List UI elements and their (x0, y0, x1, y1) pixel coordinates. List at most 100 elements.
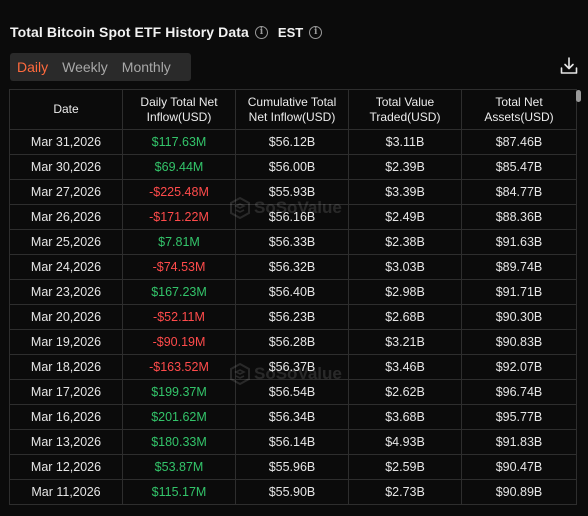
cell-value-traded: $2.38B (348, 229, 462, 255)
tab-weekly[interactable]: Weekly (62, 59, 108, 75)
table-header-row: Date Daily Total Net Inflow(USD) Cumulat… (9, 89, 577, 130)
table-row: Mar 23,2026 $167.23M $56.40B $2.98B $91.71B (9, 279, 577, 305)
cell-date: Mar 26,2026 (9, 204, 123, 230)
cell-date: Mar 30,2026 (9, 154, 123, 180)
cell-net-assets: $85.47B (461, 154, 577, 180)
cell-value-traded: $2.68B (348, 304, 462, 330)
cell-date: Mar 12,2026 (9, 454, 123, 480)
cell-value-traded: $3.21B (348, 329, 462, 355)
tab-monthly[interactable]: Monthly (121, 59, 171, 75)
cell-value-traded: $2.59B (348, 454, 462, 480)
cell-date: Mar 11,2026 (9, 479, 123, 505)
cell-value-traded: $2.98B (348, 279, 462, 305)
table-row: Mar 31,2026 $117.63M $56.12B $3.11B $87.46B (9, 129, 577, 155)
table-row: Mar 27,2026 -$225.48M $55.93B $3.39B $84.77B (9, 179, 577, 205)
scrollbar-thumb[interactable] (576, 90, 581, 102)
cell-daily-inflow: -$90.19M (122, 329, 236, 355)
cell-daily-inflow: $167.23M (122, 279, 236, 305)
info-icon[interactable]: i (254, 25, 268, 39)
download-icon[interactable] (559, 56, 579, 76)
column-header-value-traded[interactable]: Total Value Traded(USD) (348, 89, 462, 130)
cell-cumulative-inflow: $56.40B (235, 279, 349, 305)
cell-cumulative-inflow: $55.96B (235, 454, 349, 480)
cell-date: Mar 20,2026 (9, 304, 123, 330)
tab-daily[interactable]: Daily (17, 59, 49, 75)
cell-value-traded: $3.68B (348, 404, 462, 430)
cell-cumulative-inflow: $56.33B (235, 229, 349, 255)
cell-net-assets: $89.74B (461, 254, 577, 280)
cell-daily-inflow: $53.87M (122, 454, 236, 480)
timezone-label: EST (277, 24, 304, 40)
period-tabs: Daily Weekly Monthly (10, 53, 191, 81)
cell-net-assets: $91.63B (461, 229, 577, 255)
cell-net-assets: $91.83B (461, 429, 577, 455)
cell-cumulative-inflow: $56.14B (235, 429, 349, 455)
cell-net-assets: $88.36B (461, 204, 577, 230)
column-header-net-assets[interactable]: Total Net Assets(USD) (461, 89, 577, 130)
cell-value-traded: $3.39B (348, 179, 462, 205)
cell-daily-inflow: -$74.53M (122, 254, 236, 280)
cell-cumulative-inflow: $56.37B (235, 354, 349, 380)
cell-daily-inflow: -$225.48M (122, 179, 236, 205)
cell-daily-inflow: -$171.22M (122, 204, 236, 230)
cell-net-assets: $87.46B (461, 129, 577, 155)
cell-date: Mar 18,2026 (9, 354, 123, 380)
table-row: Mar 19,2026 -$90.19M $56.28B $3.21B $90.83B (9, 329, 577, 355)
cell-cumulative-inflow: $55.93B (235, 179, 349, 205)
cell-value-traded: $2.62B (348, 379, 462, 405)
cell-value-traded: $4.93B (348, 429, 462, 455)
cell-date: Mar 13,2026 (9, 429, 123, 455)
cell-daily-inflow: $7.81M (122, 229, 236, 255)
cell-date: Mar 17,2026 (9, 379, 123, 405)
cell-net-assets: $84.77B (461, 179, 577, 205)
cell-net-assets: $91.71B (461, 279, 577, 305)
cell-date: Mar 25,2026 (9, 229, 123, 255)
header: Total Bitcoin Spot ETF History Data i ES… (10, 22, 323, 42)
table-row: Mar 11,2026 $115.17M $55.90B $2.73B $90.89B (9, 479, 577, 505)
etf-history-table: Date Daily Total Net Inflow(USD) Cumulat… (9, 89, 577, 505)
cell-date: Mar 16,2026 (9, 404, 123, 430)
cell-daily-inflow: $115.17M (122, 479, 236, 505)
cell-net-assets: $95.77B (461, 404, 577, 430)
table-row: Mar 25,2026 $7.81M $56.33B $2.38B $91.63B (9, 229, 577, 255)
cell-daily-inflow: $201.62M (122, 404, 236, 430)
column-header-daily-inflow[interactable]: Daily Total Net Inflow(USD) (122, 89, 236, 130)
cell-value-traded: $2.49B (348, 204, 462, 230)
table-row: Mar 16,2026 $201.62M $56.34B $3.68B $95.77B (9, 404, 577, 430)
cell-value-traded: $2.73B (348, 479, 462, 505)
table-row: Mar 20,2026 -$52.11M $56.23B $2.68B $90.30B (9, 304, 577, 330)
cell-date: Mar 31,2026 (9, 129, 123, 155)
cell-cumulative-inflow: $55.90B (235, 479, 349, 505)
cell-cumulative-inflow: $56.54B (235, 379, 349, 405)
timezone-info-icon[interactable]: i (309, 25, 323, 39)
cell-daily-inflow: $117.63M (122, 129, 236, 155)
cell-daily-inflow: -$163.52M (122, 354, 236, 380)
page-title: Total Bitcoin Spot ETF History Data (10, 24, 249, 40)
cell-daily-inflow: $199.37M (122, 379, 236, 405)
cell-net-assets: $90.83B (461, 329, 577, 355)
cell-date: Mar 27,2026 (9, 179, 123, 205)
cell-value-traded: $3.03B (348, 254, 462, 280)
column-header-cumulative-inflow[interactable]: Cumulative Total Net Inflow(USD) (235, 89, 349, 130)
cell-net-assets: $90.47B (461, 454, 577, 480)
cell-cumulative-inflow: $56.28B (235, 329, 349, 355)
table-row: Mar 26,2026 -$171.22M $56.16B $2.49B $88.36B (9, 204, 577, 230)
cell-daily-inflow: $180.33M (122, 429, 236, 455)
cell-date: Mar 23,2026 (9, 279, 123, 305)
column-header-date[interactable]: Date (9, 89, 123, 130)
cell-net-assets: $92.07B (461, 354, 577, 380)
cell-date: Mar 19,2026 (9, 329, 123, 355)
cell-cumulative-inflow: $56.12B (235, 129, 349, 155)
table-row: Mar 12,2026 $53.87M $55.96B $2.59B $90.47B (9, 454, 577, 480)
cell-value-traded: $2.39B (348, 154, 462, 180)
cell-daily-inflow: -$52.11M (122, 304, 236, 330)
cell-cumulative-inflow: $56.34B (235, 404, 349, 430)
cell-value-traded: $3.46B (348, 354, 462, 380)
cell-cumulative-inflow: $56.00B (235, 154, 349, 180)
cell-value-traded: $3.11B (348, 129, 462, 155)
scrollbar-track[interactable] (577, 89, 583, 509)
cell-date: Mar 24,2026 (9, 254, 123, 280)
cell-net-assets: $90.89B (461, 479, 577, 505)
cell-cumulative-inflow: $56.23B (235, 304, 349, 330)
table-row: Mar 18,2026 -$163.52M $56.37B $3.46B $92.07B (9, 354, 577, 380)
